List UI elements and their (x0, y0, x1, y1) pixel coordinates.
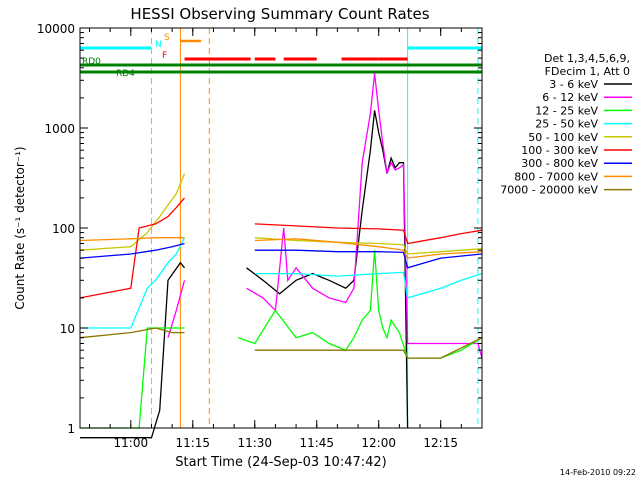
legend-entry-label: 100 - 300 keV (521, 144, 598, 157)
flag-label-n: N (155, 40, 162, 50)
legend-header-line: Det 1,3,4,5,6,9, (544, 52, 630, 65)
legend-header-line: FDecim 1, Att 0 (545, 65, 630, 78)
legend: Det 1,3,4,5,6,9,FDecim 1, Att 03 - 6 keV… (500, 52, 632, 197)
series-line-7 (79, 237, 483, 259)
y-tick-label: 10 (60, 322, 75, 336)
flag-label-rd4: RD4 (116, 69, 135, 79)
series-line-6 (79, 242, 483, 269)
x-tick-label: 11:30 (237, 436, 272, 450)
flag-label-f: F (162, 51, 167, 61)
series-line-0 (80, 110, 409, 439)
x-tick-label: 12:15 (423, 436, 458, 450)
x-tick-label: 11:00 (114, 436, 149, 450)
x-tick-label: 11:45 (299, 436, 334, 450)
chart-title: HESSI Observing Summary Count Rates (130, 5, 429, 23)
series-line-2 (80, 250, 483, 429)
series-line-8 (79, 327, 483, 359)
legend-entry-label: 800 - 7000 keV (514, 170, 598, 183)
legend-entry-label: 50 - 100 keV (528, 131, 598, 144)
legend-entry-label: 3 - 6 keV (549, 78, 598, 91)
y-tick-label: 10000 (37, 22, 75, 36)
y-tick-label: 1000 (44, 122, 75, 136)
series-line-1 (167, 73, 483, 359)
legend-entry-label: 300 - 800 keV (521, 157, 598, 170)
footer-timestamp: 14-Feb-2010 09:22 (560, 468, 636, 477)
legend-entry-label: 25 - 50 keV (535, 118, 598, 131)
y-axis-label: Count Rate (s⁻¹ detector⁻¹) (13, 146, 27, 309)
flag-label-rd0: RD0 (82, 57, 101, 67)
legend-entry-label: 6 - 12 keV (542, 91, 598, 104)
legend-entry-label: 7000 - 20000 keV (500, 184, 598, 197)
x-axis-label: Start Time (24-Sep-03 10:47:42) (175, 455, 386, 470)
x-tick-label: 12:00 (361, 436, 396, 450)
series-line-5 (79, 197, 483, 299)
y-tick-label: 100 (52, 222, 75, 236)
flag-label-s: S (164, 33, 170, 43)
legend-entry-label: 12 - 25 keV (535, 104, 598, 117)
y-tick-label: 1 (67, 422, 75, 436)
series-line-4 (79, 173, 483, 255)
x-tick-label: 11:15 (175, 436, 210, 450)
series-line-3 (80, 237, 483, 329)
